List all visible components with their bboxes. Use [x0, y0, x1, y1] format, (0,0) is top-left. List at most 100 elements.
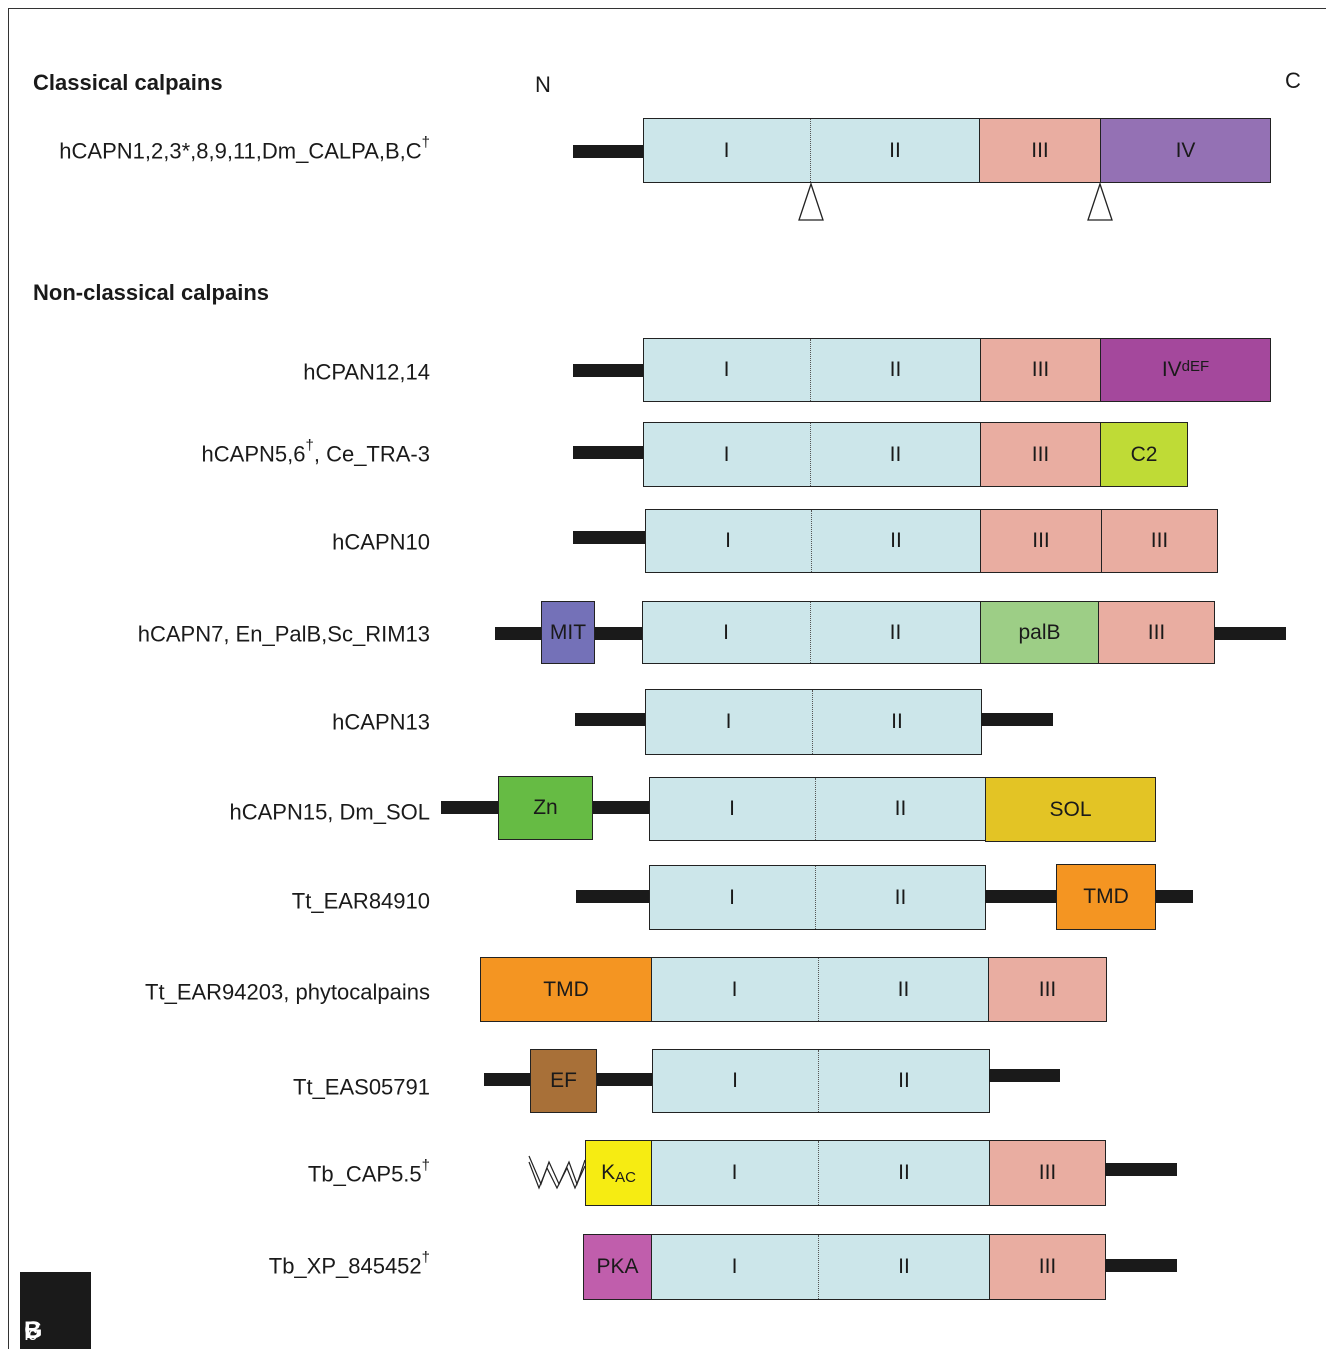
cleavage-site-triangle	[1087, 183, 1113, 221]
domain-I: I	[732, 1069, 738, 1092]
row-label-tt-ear94203: Tt_EAR94203, phytocalpains	[145, 979, 430, 1005]
domain-III: III	[980, 338, 1101, 402]
domain-III: III	[980, 509, 1102, 573]
domain-I: I	[731, 1255, 738, 1278]
domain-II: II	[898, 1161, 910, 1184]
journal-logo: G B .c	[20, 1272, 91, 1349]
nonclassical-section-title: Non-classical calpains	[33, 280, 269, 305]
domain-II: II	[894, 885, 907, 909]
row-label-capn5-6: hCAPN5,6†, Ce_TRA-3	[201, 437, 430, 467]
domain-divider	[810, 602, 811, 663]
linker-c	[981, 713, 1053, 726]
domain-core	[649, 777, 986, 841]
domain-core	[651, 1140, 990, 1206]
domain-palB: palB	[980, 601, 1099, 664]
domain-core	[645, 689, 982, 755]
domain-core	[643, 338, 981, 402]
row-label-tb-cap5-5: Tb_CAP5.5†	[307, 1157, 430, 1187]
domain-SOL: SOL	[985, 777, 1156, 842]
row-label-capn12-14: hCPAN12,14	[303, 359, 430, 385]
domain-I: I	[731, 977, 738, 1001]
domain-III: III	[980, 422, 1101, 487]
domain-core	[652, 1049, 990, 1113]
row-label-classical: hCAPN1,2,3*,8,9,11,Dm_CALPA,B,C†	[59, 134, 430, 164]
domain-I: I	[723, 358, 730, 381]
row-label-capn13: hCAPN13	[332, 709, 430, 735]
row-label-tt-eas05791: Tt_EAS05791	[293, 1074, 430, 1100]
domain-divider	[810, 119, 811, 182]
domain-II: II	[891, 710, 903, 733]
domain-III: III	[979, 118, 1101, 183]
c-terminus-label: C	[1285, 68, 1301, 93]
domain-II: II	[889, 442, 902, 466]
linker-n	[573, 145, 645, 158]
domain-II: II	[898, 1069, 910, 1092]
domain-I: I	[725, 529, 731, 552]
row-label-capn7: hCAPN7, En_PalB,Sc_RIM13	[137, 621, 430, 647]
domain-KAC: K AC	[585, 1140, 652, 1206]
domain-core	[643, 422, 981, 487]
domain-III: III	[1101, 509, 1218, 573]
domain-III: III	[989, 1140, 1106, 1206]
linker-n	[576, 890, 651, 903]
domain-divider	[815, 866, 816, 929]
linker-n	[573, 446, 645, 459]
domain-core	[642, 601, 981, 664]
domain-divider	[818, 958, 819, 1021]
domain-C2: C2	[1100, 422, 1188, 487]
domain-core	[645, 509, 981, 573]
figure-frame-left	[8, 8, 9, 1349]
row-label-capn10: hCAPN10	[332, 529, 430, 555]
linker-c	[989, 1069, 1060, 1082]
domain-III: III	[1098, 601, 1215, 664]
linker-c	[1214, 627, 1286, 640]
linker-n	[573, 531, 647, 544]
zigzag-truncation-icon	[528, 1155, 586, 1190]
domain-divider	[818, 1235, 819, 1299]
domain-core	[651, 957, 989, 1022]
domain-MIT: MIT	[541, 601, 595, 664]
domain-TMD: TMD	[480, 957, 652, 1022]
domain-I: I	[725, 710, 732, 733]
domain-divider	[811, 510, 812, 572]
cleavage-site-triangle	[798, 183, 824, 221]
domain-III: III	[988, 957, 1107, 1022]
domain-divider	[818, 1050, 819, 1112]
figure-frame-top	[8, 8, 1326, 9]
row-label-capn15: hCAPN15, Dm_SOL	[229, 799, 430, 825]
domain-divider	[810, 423, 811, 486]
domain-II: II	[898, 1255, 910, 1278]
domain-II: II	[889, 620, 902, 644]
domain-I: I	[729, 797, 735, 820]
domain-II: II	[889, 358, 902, 381]
domain-divider	[812, 690, 813, 754]
domain-divider	[815, 778, 816, 840]
domain-core	[643, 118, 980, 183]
domain-II: II	[897, 977, 910, 1001]
domain-II: II	[890, 529, 902, 552]
domain-core	[651, 1234, 990, 1300]
domain-IV-dEF: IV dEF	[1100, 338, 1271, 402]
domain-PKA: PKA	[583, 1234, 652, 1300]
domain-divider	[810, 339, 811, 401]
domain-core	[649, 865, 986, 930]
domain-III: III	[989, 1234, 1106, 1300]
n-terminus-label: N	[535, 72, 551, 97]
domain-I: I	[731, 1161, 738, 1184]
domain-Zn: Zn	[498, 776, 593, 840]
linker-n	[575, 713, 647, 726]
domain-I: I	[723, 620, 729, 644]
domain-divider	[818, 1141, 819, 1205]
linker-c	[1105, 1163, 1177, 1176]
domain-I: I	[729, 885, 735, 909]
domain-IV: IV	[1100, 118, 1271, 183]
row-label-tb-xp-845452: Tb_XP_845452†	[268, 1249, 430, 1279]
row-label-tt-ear84910: Tt_EAR84910	[291, 888, 430, 914]
domain-I: I	[723, 442, 730, 466]
domain-TMD: TMD	[1056, 864, 1156, 930]
domain-II: II	[889, 138, 901, 162]
domain-EF: EF	[530, 1049, 597, 1113]
domain-II: II	[894, 797, 907, 820]
classical-section-title: Classical calpains	[33, 70, 223, 95]
domain-I: I	[723, 138, 730, 162]
